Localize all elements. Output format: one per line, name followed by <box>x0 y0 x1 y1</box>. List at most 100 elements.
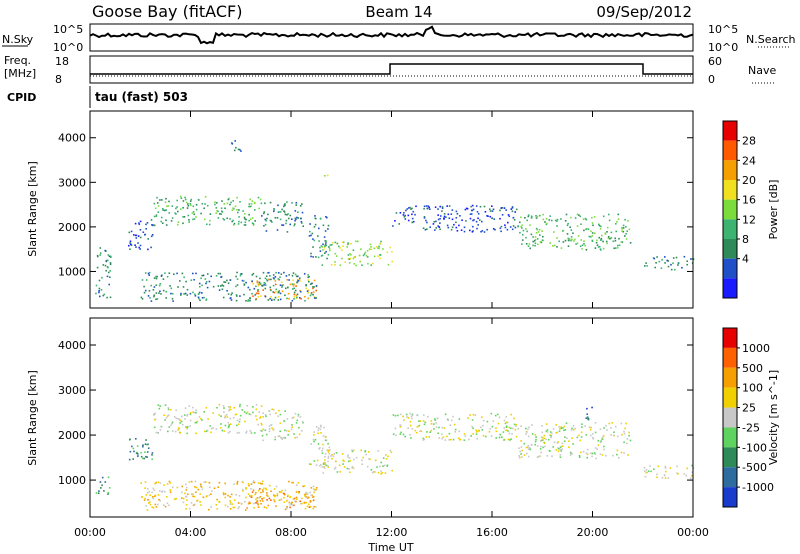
velocity-cell <box>166 415 169 417</box>
power-cell <box>187 203 189 205</box>
velocity-cell <box>312 499 315 502</box>
power-cell <box>614 237 616 240</box>
power-cell <box>253 201 256 204</box>
velocity-cell <box>380 473 382 475</box>
power-cell <box>492 208 495 211</box>
power-cell <box>598 236 600 239</box>
velocity-cell <box>407 427 409 429</box>
power-cell <box>272 277 275 279</box>
velocity-cell <box>291 501 293 504</box>
velocity-cell <box>585 452 588 454</box>
velocity-cell <box>162 504 165 506</box>
power-cell <box>153 277 156 279</box>
power-cell <box>276 229 279 231</box>
velocity-ytick-label: 1000 <box>58 474 86 487</box>
velocity-cell <box>173 498 176 501</box>
velocity-cell <box>555 424 557 426</box>
power-cell <box>499 227 502 230</box>
power-cell <box>519 221 521 224</box>
power-cell <box>325 244 327 247</box>
power-cell <box>614 239 617 242</box>
power-cell <box>222 296 225 299</box>
power-cell <box>256 280 259 282</box>
velocity-cell <box>298 433 301 436</box>
velocity-cell <box>303 485 306 487</box>
beam-title: Beam 14 <box>365 3 432 21</box>
power-cell <box>339 247 341 249</box>
power-cell <box>580 239 582 241</box>
velocity-cell <box>144 481 147 483</box>
power-cell <box>194 293 196 296</box>
velocity-cell <box>145 505 147 507</box>
velocity-cell <box>561 445 564 447</box>
velocity-cell <box>158 407 161 410</box>
velocity-cell <box>579 439 581 442</box>
power-cell <box>521 227 523 229</box>
velocity-cell <box>291 426 293 428</box>
velocity-cell <box>233 483 236 485</box>
power-cell <box>361 264 363 266</box>
power-cell <box>542 235 544 238</box>
power-cell <box>435 227 437 229</box>
velocity-cell <box>495 427 497 429</box>
velocity-cell <box>201 488 204 491</box>
velocity-cell <box>510 427 512 429</box>
velocity-cell <box>141 496 143 499</box>
velocity-cell <box>154 418 157 421</box>
velocity-cell <box>322 435 325 437</box>
power-cell <box>608 219 611 222</box>
power-cell <box>223 281 225 283</box>
power-cell <box>599 248 602 250</box>
power-cell <box>585 228 587 231</box>
velocity-cell <box>137 453 139 455</box>
power-cell <box>282 224 285 226</box>
velocity-cell <box>258 411 260 413</box>
velocity-cell <box>171 421 174 424</box>
power-cell <box>205 282 207 285</box>
power-cell <box>95 284 98 287</box>
power-cell <box>251 200 254 202</box>
power-cell <box>525 243 528 245</box>
power-colorbar-label: 20 <box>742 174 756 187</box>
power-cell <box>199 285 201 288</box>
power-cell <box>425 219 427 222</box>
velocity-cell <box>152 506 155 509</box>
velocity-cell <box>142 444 144 446</box>
velocity-cell <box>227 422 230 424</box>
velocity-cell <box>349 459 352 462</box>
power-cell <box>208 223 211 226</box>
velocity-cell <box>526 446 529 449</box>
power-cell <box>245 300 247 302</box>
power-cell <box>294 217 297 220</box>
power-cell <box>441 207 444 209</box>
velocity-cell <box>210 493 212 495</box>
velocity-cell <box>210 427 213 430</box>
velocity-cell <box>249 413 252 416</box>
velocity-cell <box>244 420 246 423</box>
freq-unit: [MHz] <box>4 67 36 80</box>
velocity-cell <box>253 507 255 509</box>
velocity-cell <box>586 416 589 418</box>
power-cell <box>500 225 503 228</box>
velocity-cell <box>591 433 594 435</box>
velocity-cell <box>256 497 259 499</box>
velocity-cell <box>312 485 315 488</box>
velocity-cell <box>317 432 319 435</box>
velocity-cell <box>329 449 331 451</box>
power-cell <box>370 264 372 266</box>
velocity-cell <box>458 437 460 439</box>
velocity-cell <box>661 477 664 479</box>
power-cell <box>107 259 109 262</box>
power-cell <box>177 210 179 213</box>
power-cell <box>203 296 205 299</box>
velocity-cell <box>558 425 560 428</box>
velocity-cell <box>186 486 188 489</box>
velocity-cell <box>315 488 317 491</box>
velocity-cell <box>241 409 244 411</box>
power-cell <box>439 228 441 231</box>
velocity-cell <box>184 492 186 495</box>
power-cell <box>143 285 145 288</box>
freq-tick-min: 8 <box>55 73 62 86</box>
power-cell <box>310 255 312 258</box>
